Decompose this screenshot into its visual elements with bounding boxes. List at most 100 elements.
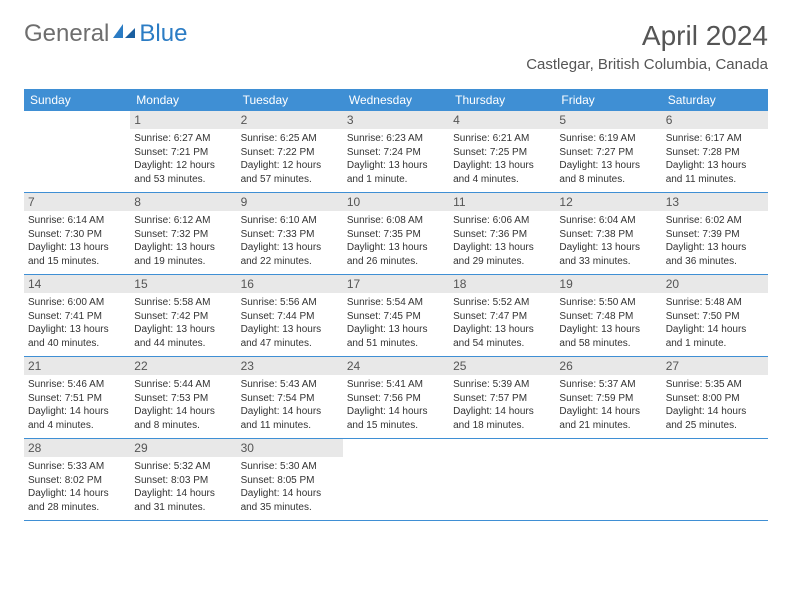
logo-text-general: General bbox=[24, 20, 109, 48]
calendar-table: SundayMondayTuesdayWednesdayThursdayFrid… bbox=[24, 89, 768, 521]
day-content: Sunrise: 6:23 AMSunset: 7:24 PMDaylight:… bbox=[343, 129, 449, 192]
day-cell: 23Sunrise: 5:43 AMSunset: 7:54 PMDayligh… bbox=[237, 357, 343, 439]
day-number: 25 bbox=[449, 357, 555, 375]
sunrise-text: Sunrise: 6:27 AM bbox=[134, 132, 232, 146]
daylight-text: Daylight: 13 hours and 11 minutes. bbox=[666, 159, 764, 186]
daylight-text: Daylight: 14 hours and 21 minutes. bbox=[559, 405, 657, 432]
daylight-text: Daylight: 13 hours and 4 minutes. bbox=[453, 159, 551, 186]
daylight-text: Daylight: 14 hours and 8 minutes. bbox=[134, 405, 232, 432]
day-content: Sunrise: 6:06 AMSunset: 7:36 PMDaylight:… bbox=[449, 211, 555, 274]
day-number: 18 bbox=[449, 275, 555, 293]
sunset-text: Sunset: 7:50 PM bbox=[666, 310, 764, 324]
sunrise-text: Sunrise: 5:46 AM bbox=[28, 378, 126, 392]
day-cell: 22Sunrise: 5:44 AMSunset: 7:53 PMDayligh… bbox=[130, 357, 236, 439]
sunset-text: Sunset: 7:36 PM bbox=[453, 228, 551, 242]
day-number: 9 bbox=[237, 193, 343, 211]
empty-cell bbox=[24, 111, 130, 172]
daylight-text: Daylight: 12 hours and 53 minutes. bbox=[134, 159, 232, 186]
sunrise-text: Sunrise: 6:19 AM bbox=[559, 132, 657, 146]
daylight-text: Daylight: 14 hours and 11 minutes. bbox=[241, 405, 339, 432]
day-cell: 5Sunrise: 6:19 AMSunset: 7:27 PMDaylight… bbox=[555, 111, 661, 193]
sunrise-text: Sunrise: 6:10 AM bbox=[241, 214, 339, 228]
day-cell: 27Sunrise: 5:35 AMSunset: 8:00 PMDayligh… bbox=[662, 357, 768, 439]
daylight-text: Daylight: 13 hours and 36 minutes. bbox=[666, 241, 764, 268]
day-content: Sunrise: 6:10 AMSunset: 7:33 PMDaylight:… bbox=[237, 211, 343, 274]
sunset-text: Sunset: 7:51 PM bbox=[28, 392, 126, 406]
day-header: Sunday bbox=[24, 89, 130, 111]
sunset-text: Sunset: 7:38 PM bbox=[559, 228, 657, 242]
day-content: Sunrise: 6:25 AMSunset: 7:22 PMDaylight:… bbox=[237, 129, 343, 192]
sunrise-text: Sunrise: 5:52 AM bbox=[453, 296, 551, 310]
sunrise-text: Sunrise: 6:08 AM bbox=[347, 214, 445, 228]
logo-text-blue: Blue bbox=[139, 20, 187, 48]
day-number: 4 bbox=[449, 111, 555, 129]
daylight-text: Daylight: 13 hours and 22 minutes. bbox=[241, 241, 339, 268]
day-number: 26 bbox=[555, 357, 661, 375]
daylight-text: Daylight: 13 hours and 33 minutes. bbox=[559, 241, 657, 268]
day-number: 3 bbox=[343, 111, 449, 129]
sunset-text: Sunset: 7:25 PM bbox=[453, 146, 551, 160]
header: General Blue April 2024 Castlegar, Briti… bbox=[24, 20, 768, 77]
sunrise-text: Sunrise: 5:50 AM bbox=[559, 296, 657, 310]
sunset-text: Sunset: 7:35 PM bbox=[347, 228, 445, 242]
day-number: 7 bbox=[24, 193, 130, 211]
day-cell: 2Sunrise: 6:25 AMSunset: 7:22 PMDaylight… bbox=[237, 111, 343, 193]
day-content: Sunrise: 6:21 AMSunset: 7:25 PMDaylight:… bbox=[449, 129, 555, 192]
day-cell: 7Sunrise: 6:14 AMSunset: 7:30 PMDaylight… bbox=[24, 193, 130, 275]
sunset-text: Sunset: 7:33 PM bbox=[241, 228, 339, 242]
sunset-text: Sunset: 7:42 PM bbox=[134, 310, 232, 324]
day-number: 28 bbox=[24, 439, 130, 457]
day-content: Sunrise: 5:33 AMSunset: 8:02 PMDaylight:… bbox=[24, 457, 130, 520]
day-header: Thursday bbox=[449, 89, 555, 111]
daylight-text: Daylight: 13 hours and 26 minutes. bbox=[347, 241, 445, 268]
sunset-text: Sunset: 7:22 PM bbox=[241, 146, 339, 160]
sunrise-text: Sunrise: 5:43 AM bbox=[241, 378, 339, 392]
sunset-text: Sunset: 7:32 PM bbox=[134, 228, 232, 242]
day-content: Sunrise: 5:54 AMSunset: 7:45 PMDaylight:… bbox=[343, 293, 449, 356]
day-content: Sunrise: 5:39 AMSunset: 7:57 PMDaylight:… bbox=[449, 375, 555, 438]
day-header: Tuesday bbox=[237, 89, 343, 111]
day-cell: 6Sunrise: 6:17 AMSunset: 7:28 PMDaylight… bbox=[662, 111, 768, 193]
day-number: 1 bbox=[130, 111, 236, 129]
day-content: Sunrise: 5:43 AMSunset: 7:54 PMDaylight:… bbox=[237, 375, 343, 438]
week-row: 14Sunrise: 6:00 AMSunset: 7:41 PMDayligh… bbox=[24, 275, 768, 357]
week-row: 7 Sunrise: 6:14 AMSunset: 7:30 PM Daylight… bbox=[24, 193, 768, 275]
day-number: 16 bbox=[237, 275, 343, 293]
daylight-text: Daylight: 14 hours and 28 minutes. bbox=[28, 487, 126, 514]
day-number: 19 bbox=[555, 275, 661, 293]
day-cell: 14Sunrise: 6:00 AMSunset: 7:41 PMDayligh… bbox=[24, 275, 130, 357]
empty-cell bbox=[555, 439, 661, 500]
day-cell bbox=[662, 439, 768, 521]
day-cell: 9Sunrise: 6:10 AMSunset: 7:33 PMDaylight… bbox=[237, 193, 343, 275]
sunset-text: Sunset: 7:47 PM bbox=[453, 310, 551, 324]
sunrise-text: Sunrise: 5:48 AM bbox=[666, 296, 764, 310]
sunrise-text: Sunrise: 6:12 AM bbox=[134, 214, 232, 228]
calendar-body: 1Sunrise: 6:27 AMSunset: 7:21 PMDaylight… bbox=[24, 111, 768, 521]
day-number: 24 bbox=[343, 357, 449, 375]
daylight-text: Daylight: 14 hours and 25 minutes. bbox=[666, 405, 764, 432]
day-content: Sunrise: 6:19 AMSunset: 7:27 PMDaylight:… bbox=[555, 129, 661, 192]
day-content: Sunrise: 6:08 AMSunset: 7:35 PMDaylight:… bbox=[343, 211, 449, 274]
sunset-text: Sunset: 7:39 PM bbox=[666, 228, 764, 242]
day-header: Wednesday bbox=[343, 89, 449, 111]
sunset-text: Sunset: 7:30 PM bbox=[28, 228, 126, 242]
daylight-text: Daylight: 13 hours and 8 minutes. bbox=[559, 159, 657, 186]
daylight-text: Daylight: 14 hours and 35 minutes. bbox=[241, 487, 339, 514]
header-row: SundayMondayTuesdayWednesdayThursdayFrid… bbox=[24, 89, 768, 111]
day-cell: 29Sunrise: 5:32 AMSunset: 8:03 PMDayligh… bbox=[130, 439, 236, 521]
sunrise-text: Sunrise: 6:00 AM bbox=[28, 296, 126, 310]
sunrise-text: Sunrise: 5:37 AM bbox=[559, 378, 657, 392]
daylight-text: Daylight: 14 hours and 4 minutes. bbox=[28, 405, 126, 432]
daylight-text: Daylight: 13 hours and 47 minutes. bbox=[241, 323, 339, 350]
day-number: 2 bbox=[237, 111, 343, 129]
day-content: Sunrise: 6:27 AMSunset: 7:21 PMDaylight:… bbox=[130, 129, 236, 192]
day-number: 15 bbox=[130, 275, 236, 293]
week-row: 1Sunrise: 6:27 AMSunset: 7:21 PMDaylight… bbox=[24, 111, 768, 193]
sunrise-text: Sunrise: 6:14 AM bbox=[28, 214, 126, 228]
day-content: Sunrise: 5:37 AMSunset: 7:59 PMDaylight:… bbox=[555, 375, 661, 438]
day-header: Friday bbox=[555, 89, 661, 111]
daylight-text: Daylight: 14 hours and 1 minute. bbox=[666, 323, 764, 350]
day-content: Sunrise: 6:02 AMSunset: 7:39 PMDaylight:… bbox=[662, 211, 768, 274]
day-cell: 13Sunrise: 6:02 AMSunset: 7:39 PMDayligh… bbox=[662, 193, 768, 275]
day-number: 30 bbox=[237, 439, 343, 457]
